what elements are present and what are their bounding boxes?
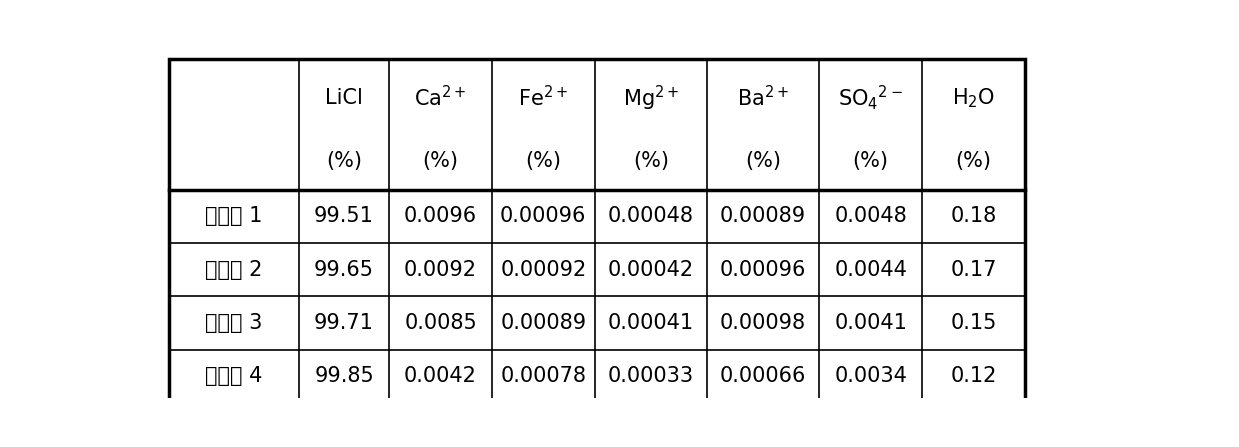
Text: 0.0034: 0.0034 (834, 367, 907, 386)
Text: (%): (%) (955, 151, 991, 171)
Text: 0.0042: 0.0042 (404, 367, 477, 386)
Text: 99.65: 99.65 (313, 260, 374, 280)
Text: 0.00042: 0.00042 (608, 260, 694, 280)
Text: 0.00089: 0.00089 (501, 313, 586, 333)
Text: 0.00092: 0.00092 (501, 260, 586, 280)
Text: 0.0044: 0.0044 (834, 260, 907, 280)
Text: 0.00089: 0.00089 (720, 206, 807, 226)
Text: 实施例 3: 实施例 3 (206, 313, 263, 333)
Text: 0.00096: 0.00096 (501, 206, 586, 226)
Text: (%): (%) (745, 151, 781, 171)
Text: (%): (%) (326, 151, 362, 171)
Text: 99.85: 99.85 (315, 367, 374, 386)
Text: Ca$^{2+}$: Ca$^{2+}$ (414, 85, 467, 111)
Text: (%): (%) (525, 151, 561, 171)
Text: LiCl: LiCl (325, 88, 363, 108)
Text: 0.00098: 0.00098 (720, 313, 807, 333)
Text: 0.15: 0.15 (950, 313, 996, 333)
Text: 0.00041: 0.00041 (608, 313, 694, 333)
Text: 0.0096: 0.0096 (404, 206, 477, 226)
Text: 0.0085: 0.0085 (404, 313, 477, 333)
Text: 99.51: 99.51 (315, 206, 374, 226)
Text: 实施例 1: 实施例 1 (206, 206, 263, 226)
Text: (%): (%) (422, 151, 458, 171)
Text: 0.0048: 0.0048 (834, 206, 907, 226)
Text: 0.0092: 0.0092 (404, 260, 477, 280)
Text: Mg$^{2+}$: Mg$^{2+}$ (623, 84, 679, 113)
Text: 0.00048: 0.00048 (608, 206, 694, 226)
Text: (%): (%) (633, 151, 669, 171)
Text: 实施例 4: 实施例 4 (206, 367, 263, 386)
Text: 0.00096: 0.00096 (720, 260, 807, 280)
Text: SO$_4$$^{2-}$: SO$_4$$^{2-}$ (839, 84, 903, 113)
Text: 0.17: 0.17 (950, 260, 996, 280)
Text: (%): (%) (852, 151, 888, 171)
Text: Ba$^{2+}$: Ba$^{2+}$ (737, 85, 789, 111)
Text: H$_2$O: H$_2$O (952, 86, 995, 110)
Text: 99.71: 99.71 (315, 313, 374, 333)
Bar (170, 59, 1025, 403)
Text: 0.00066: 0.00066 (720, 367, 807, 386)
Text: 0.00078: 0.00078 (501, 367, 586, 386)
Text: Fe$^{2+}$: Fe$^{2+}$ (518, 85, 569, 111)
Text: 0.12: 0.12 (950, 367, 996, 386)
Text: 实施例 2: 实施例 2 (206, 260, 263, 280)
Text: 0.0041: 0.0041 (834, 313, 907, 333)
Text: 0.18: 0.18 (950, 206, 996, 226)
Text: 0.00033: 0.00033 (608, 367, 694, 386)
